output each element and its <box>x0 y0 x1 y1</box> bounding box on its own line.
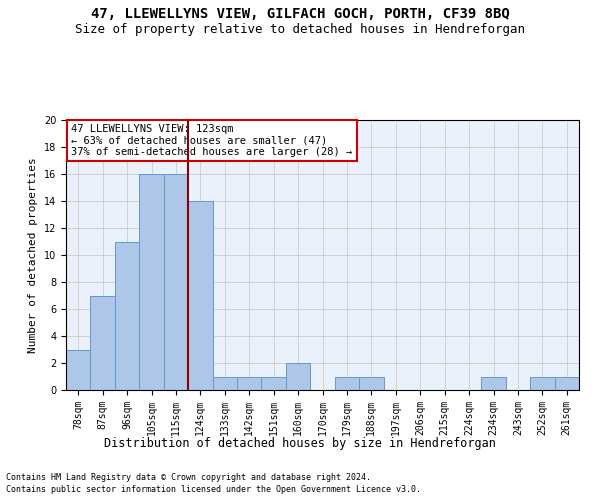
Bar <box>359 376 383 390</box>
Bar <box>115 242 139 390</box>
Text: Contains public sector information licensed under the Open Government Licence v3: Contains public sector information licen… <box>6 485 421 494</box>
Text: Size of property relative to detached houses in Hendreforgan: Size of property relative to detached ho… <box>75 22 525 36</box>
Bar <box>530 376 554 390</box>
Text: 47, LLEWELLYNS VIEW, GILFACH GOCH, PORTH, CF39 8BQ: 47, LLEWELLYNS VIEW, GILFACH GOCH, PORTH… <box>91 8 509 22</box>
Text: Contains HM Land Registry data © Crown copyright and database right 2024.: Contains HM Land Registry data © Crown c… <box>6 472 371 482</box>
Bar <box>262 376 286 390</box>
Bar <box>481 376 506 390</box>
Y-axis label: Number of detached properties: Number of detached properties <box>28 157 38 353</box>
Bar <box>188 201 212 390</box>
Bar <box>554 376 579 390</box>
Bar <box>164 174 188 390</box>
Text: 47 LLEWELLYNS VIEW: 123sqm
← 63% of detached houses are smaller (47)
37% of semi: 47 LLEWELLYNS VIEW: 123sqm ← 63% of deta… <box>71 124 352 157</box>
Bar <box>286 363 310 390</box>
Bar <box>212 376 237 390</box>
Bar <box>139 174 164 390</box>
Bar <box>335 376 359 390</box>
Bar <box>66 350 91 390</box>
Text: Distribution of detached houses by size in Hendreforgan: Distribution of detached houses by size … <box>104 438 496 450</box>
Bar <box>91 296 115 390</box>
Bar <box>237 376 262 390</box>
